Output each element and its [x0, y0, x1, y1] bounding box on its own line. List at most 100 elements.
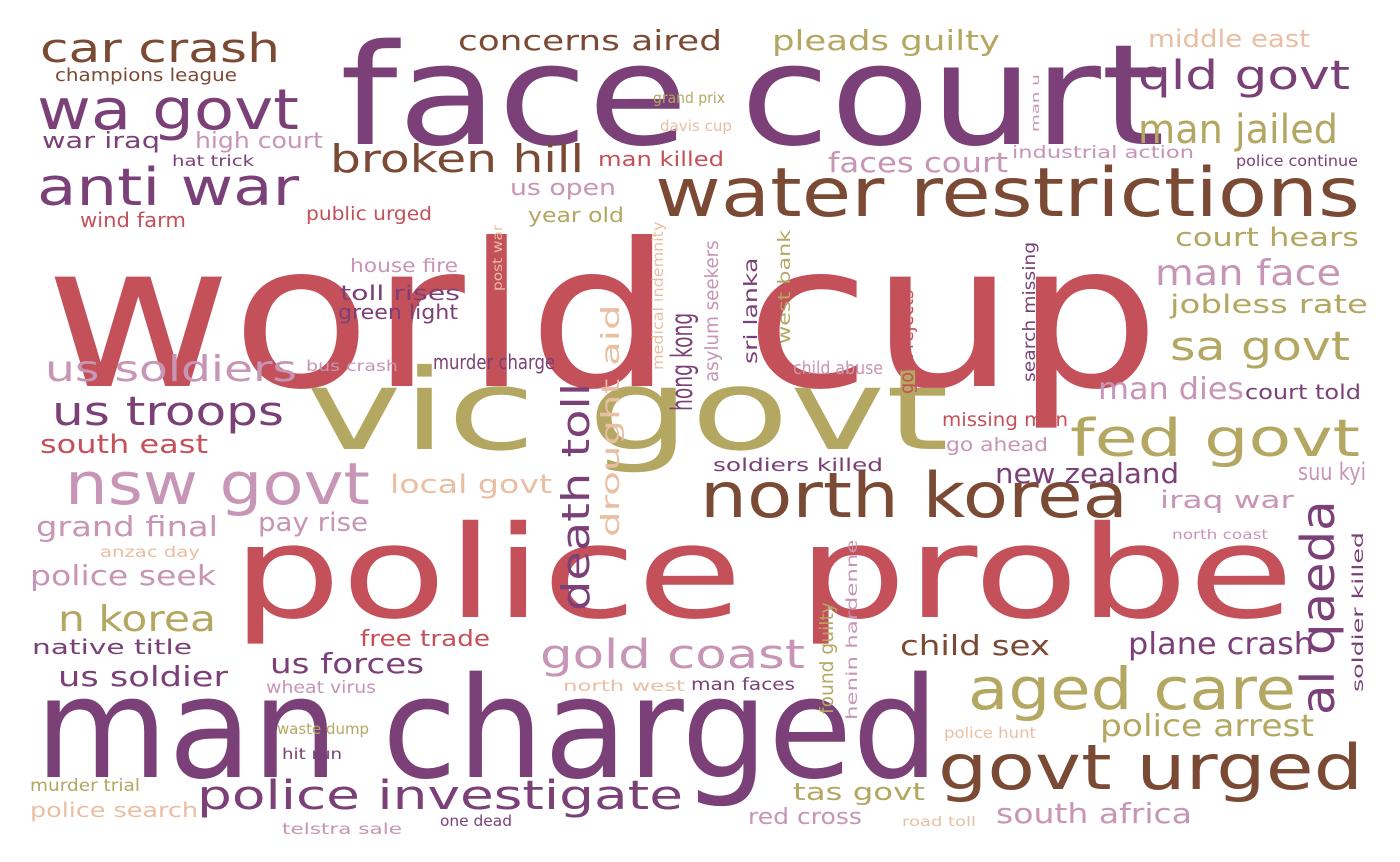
word-child-sex: child sex	[900, 629, 1050, 662]
word-champions-league: champions league	[55, 65, 237, 86]
word-toll-rises: toll rises	[340, 281, 460, 305]
word-police-seek: police seek	[30, 559, 216, 592]
word-house-fire: house fire	[350, 255, 458, 277]
word-bus-crash: bus crash	[306, 357, 398, 375]
word-hit-run: hit run	[282, 745, 342, 763]
word-aged-care: aged care	[968, 655, 1296, 723]
word-sa-govt: sa govt	[1170, 324, 1350, 370]
word-concerns-aired: concerns aired	[458, 24, 722, 57]
word-iraq-war: iraq war	[1160, 486, 1294, 514]
word-search-missing: search missing	[1020, 241, 1040, 382]
word-man-u: man u	[1029, 74, 1042, 132]
word-telstra-sale: telstra sale	[282, 820, 402, 838]
word-north-korea: north korea	[700, 459, 1128, 532]
word-police-arrest: police arrest	[1100, 709, 1314, 744]
word-man-face: man face	[1155, 253, 1341, 294]
word-native-title: native title	[32, 635, 192, 659]
word-govt-rejects: govt rejects	[896, 289, 918, 394]
word-south-africa: south africa	[996, 797, 1192, 830]
word-sri-lanka: sri lanka	[740, 257, 762, 364]
word-death-toll: death toll	[554, 382, 598, 611]
word-soldier-killed: soldier killed	[1349, 532, 1367, 692]
word-high-court: high court	[195, 129, 323, 154]
word-new-zealand: new zealand	[995, 457, 1179, 490]
word-go-ahead: go ahead	[946, 434, 1048, 456]
word-public-urged: public urged	[306, 203, 432, 225]
word-child-abuse: child abuse	[793, 358, 883, 379]
word-anti-war: anti war	[37, 158, 299, 218]
word-tas-govt: tas govt	[793, 778, 925, 806]
word-drought-aid: drought aid	[596, 304, 625, 537]
word-jobless-rate: jobless rate	[1170, 290, 1368, 320]
word-pay-rise: pay rise	[258, 508, 368, 538]
word-man-jailed: man jailed	[1138, 107, 1338, 153]
word-us-soldiers: us soldiers	[45, 349, 297, 390]
word-us-open: us open	[510, 176, 616, 201]
word-west-bank: west bank	[775, 229, 795, 344]
word-hong-kong: hong kong	[665, 312, 699, 411]
word-police-investigate: police investigate	[197, 773, 683, 819]
word-missing-man: missing man	[942, 409, 1068, 431]
word-us-forces: us forces	[270, 647, 424, 680]
word-davis-cup: davis cup	[660, 117, 732, 135]
word-al-qaeda: al qaeda	[1291, 500, 1345, 715]
word-man-dies: man dies	[1098, 372, 1244, 407]
word-wa-govt: wa govt	[37, 78, 299, 143]
word-waste-dump: waste dump	[277, 720, 369, 738]
word-north-west: north west	[563, 677, 685, 695]
word-free-trade: free trade	[360, 627, 490, 652]
word-police-continue: police continue	[1236, 152, 1358, 170]
word-murder-charge: murder charge	[433, 350, 555, 374]
word-man-faces: man faces	[691, 675, 795, 695]
word-green-light: green light	[338, 300, 458, 324]
word-plane-crash: plane crash	[1128, 627, 1314, 662]
word-govt-urged: govt urged	[938, 731, 1363, 804]
word-grand-final: grand final	[36, 510, 218, 543]
word-asylum-seekers: asylum seekers	[701, 240, 723, 382]
word-north-coast: north coast	[1172, 528, 1268, 543]
word-henin-hardenne: henin hardenne	[843, 539, 861, 720]
word-hat-trick: hat trick	[172, 152, 254, 170]
word-fed-govt: fed govt	[1070, 409, 1360, 469]
word-war-iraq: war iraq	[42, 129, 160, 154]
word-local-govt: local govt	[390, 470, 552, 500]
word-suu-kyi: suu kyi	[1298, 458, 1366, 486]
word-medical-indemnity: medical indemnity	[649, 221, 667, 370]
word-car-crash: car crash	[40, 26, 280, 72]
word-wheat-virus: wheat virus	[266, 678, 376, 698]
word-faces-court: faces court	[828, 146, 1008, 179]
word-south-east: south east	[40, 430, 208, 460]
word-grand-prix: grand prix	[653, 89, 725, 107]
word-police-hunt: police hunt	[944, 724, 1036, 742]
word-broken-hill: broken hill	[330, 137, 584, 181]
word-wind-farm: wind farm	[80, 208, 186, 232]
word-vic-govt: vic govt	[306, 346, 949, 476]
word-post-war: post war	[491, 224, 506, 291]
word-n-korea: n korea	[58, 599, 216, 640]
word-man-killed: man killed	[598, 147, 724, 171]
word-one-dead: one dead	[440, 812, 512, 830]
word-court-told: court told	[1245, 380, 1361, 404]
word-court-hears: court hears	[1175, 223, 1359, 253]
word-found-guilty: found guilty	[816, 602, 838, 714]
word-year-old: year old	[528, 203, 624, 227]
word-middle-east: middle east	[1148, 25, 1310, 53]
word-pleads-guilty: pleads guilty	[772, 24, 1000, 57]
word-anzac-day: anzac day	[100, 543, 200, 561]
word-nsw-govt: nsw govt	[65, 450, 370, 518]
word-gold-coast: gold coast	[540, 632, 805, 678]
word-industrial-action: industrial action	[1012, 143, 1194, 163]
word-water-restrictions: water restrictions	[655, 154, 1360, 233]
word-murder-trial: murder trial	[30, 776, 140, 796]
word-world-cup: world cup	[45, 201, 1160, 434]
word-qld-govt: qld govt	[1138, 53, 1350, 99]
word-us-troops: us troops	[52, 389, 284, 435]
word-police-probe: police probe	[232, 499, 1294, 648]
word-face-court: face court	[340, 15, 1165, 178]
word-road-toll: road toll	[902, 815, 976, 830]
word-us-soldier: us soldier	[58, 660, 228, 693]
word-red-cross: red cross	[748, 805, 862, 830]
word-police-search: police search	[30, 798, 198, 822]
word-soldiers-killed: soldiers killed	[713, 455, 883, 476]
